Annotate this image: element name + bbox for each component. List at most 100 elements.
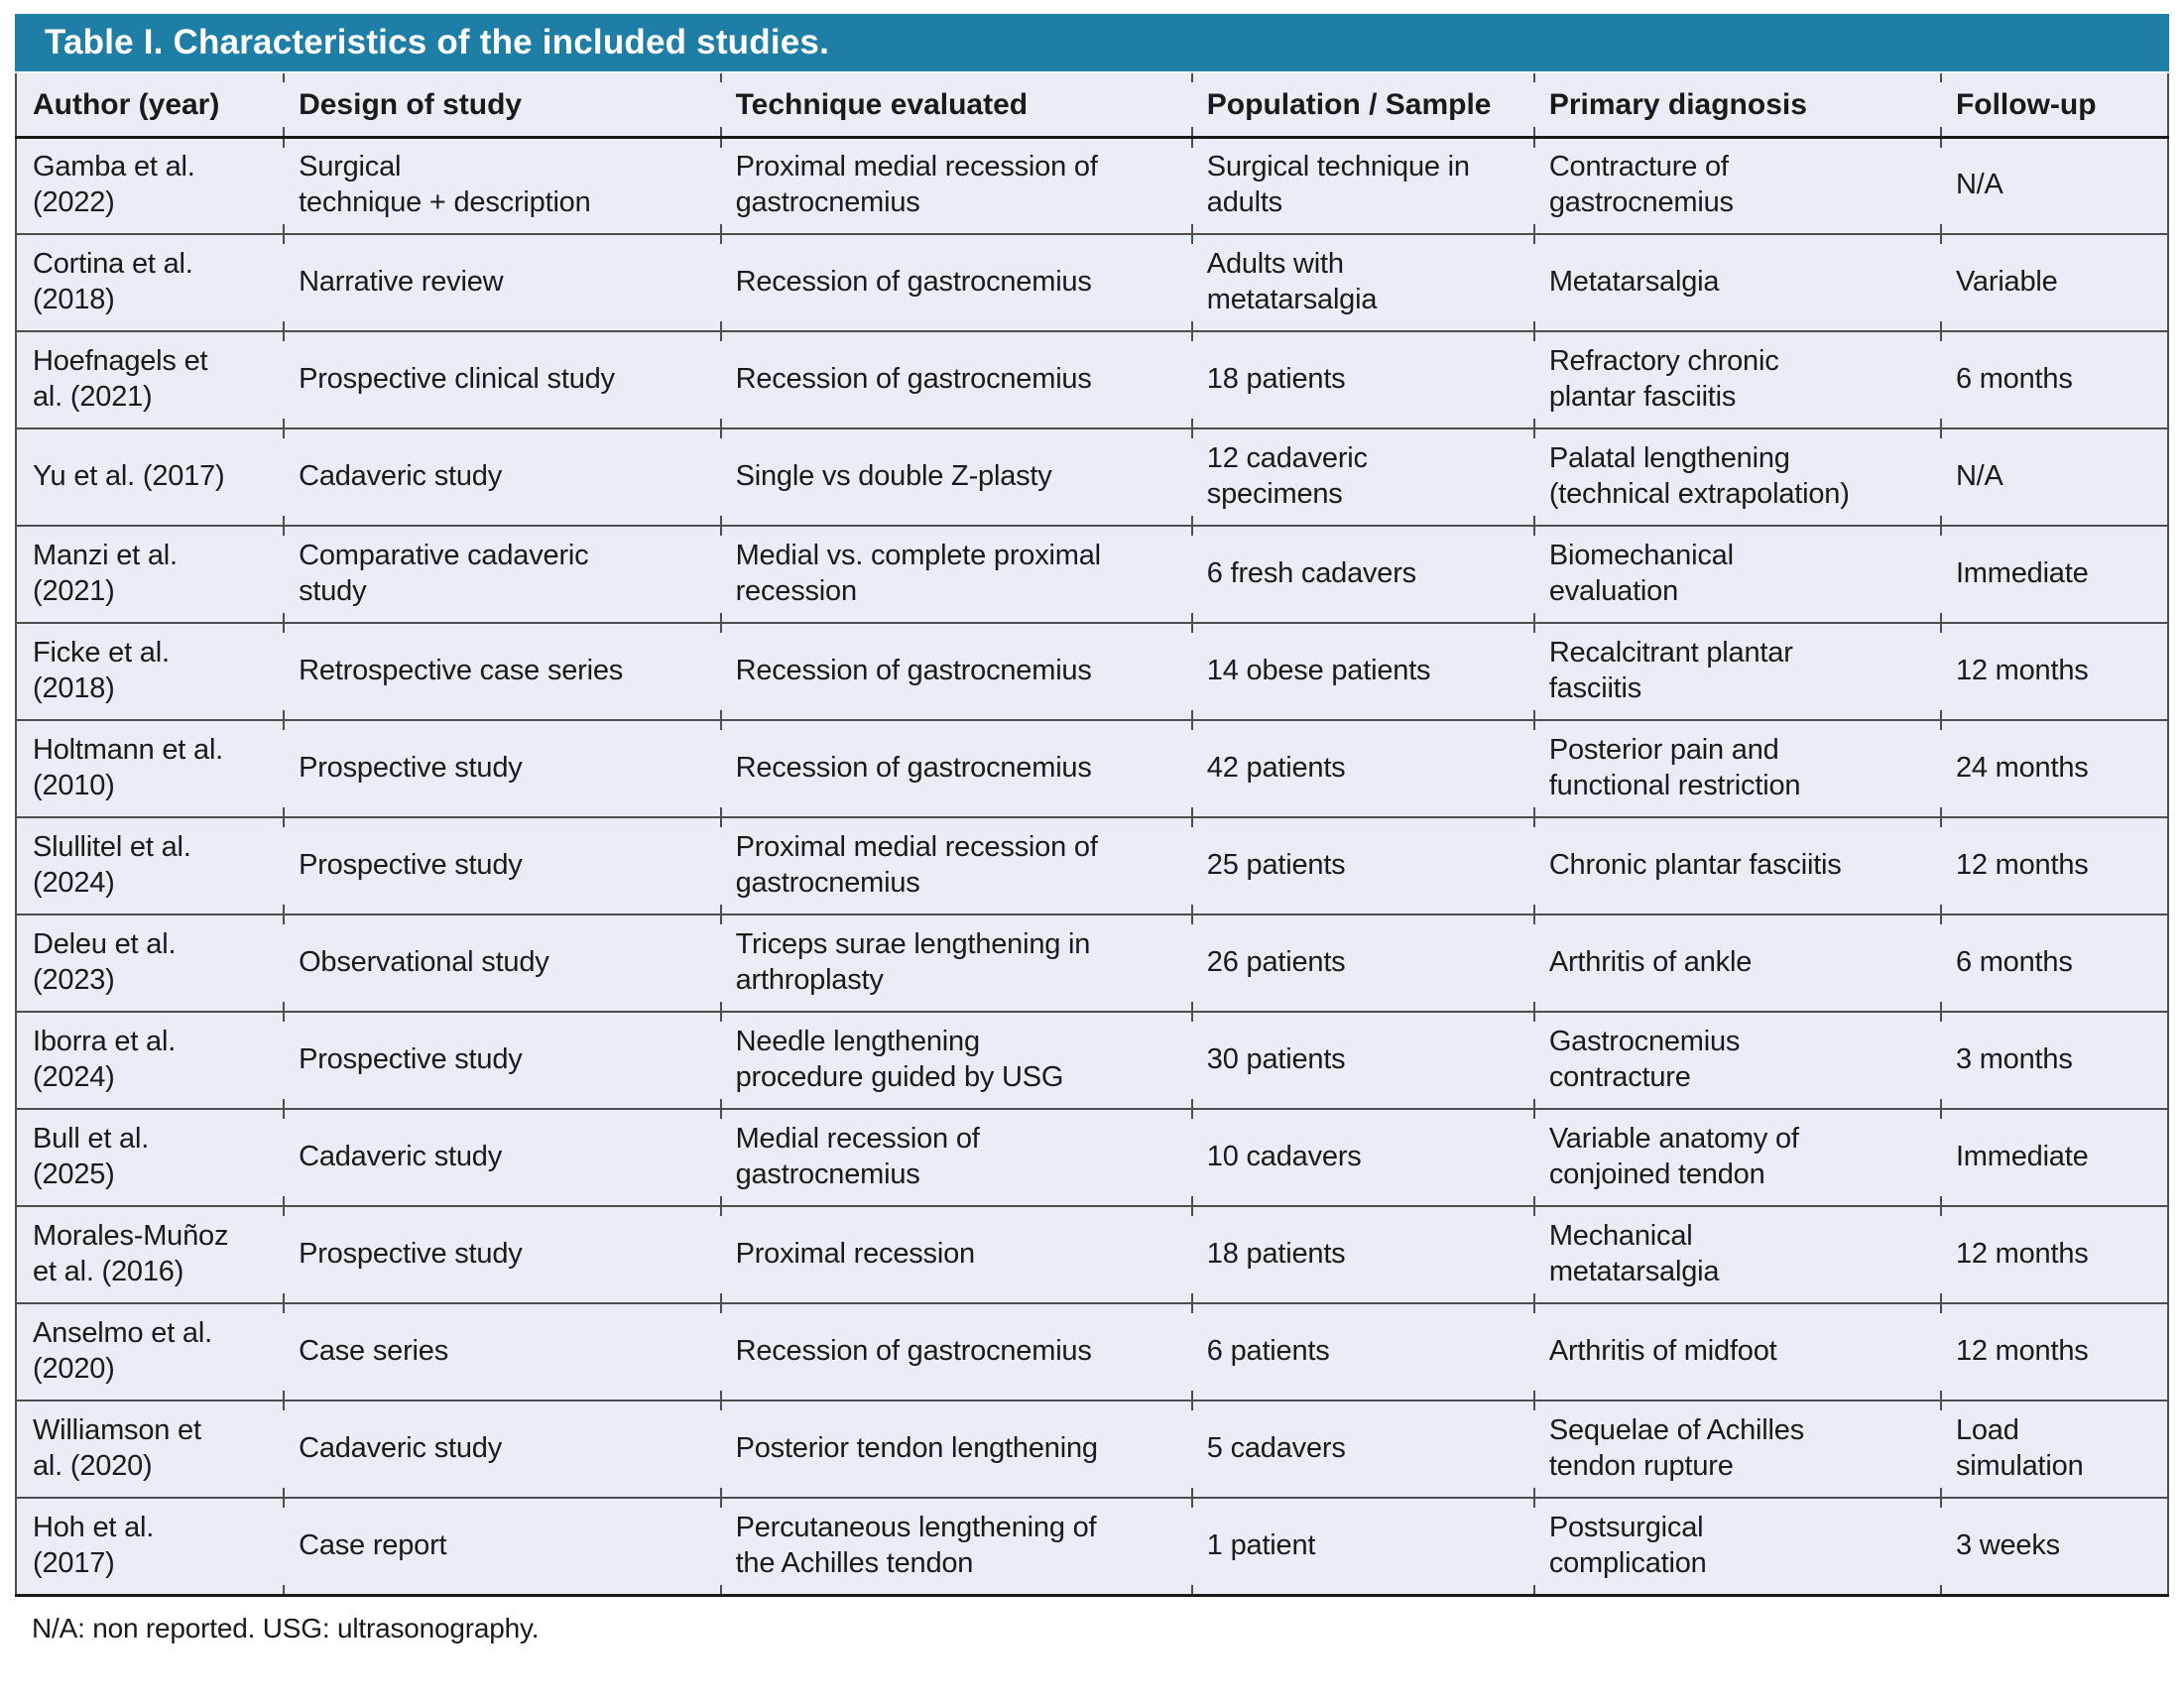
- table-cell: Immediate: [1939, 525, 2168, 623]
- table-cell: Observational study: [283, 914, 720, 1012]
- column-header-diagnosis: Primary diagnosis: [1532, 73, 1940, 139]
- table-row: Cortina et al. (2018) Narrative review Rec…: [16, 233, 2168, 331]
- table-cell: Mechanical metatarsalgia: [1532, 1205, 1940, 1303]
- table-cell: Manzi et al. (2021): [16, 525, 284, 623]
- column-header-author: Author (year): [16, 73, 284, 139]
- table-row: Williamson et al. (2020) Cadaveric study P…: [16, 1400, 2168, 1498]
- table-cell: Surgical technique + description: [283, 137, 720, 234]
- table-cell: 14 obese patients: [1190, 622, 1533, 720]
- table-cell: Chronic plantar fasciitis: [1532, 816, 1940, 914]
- table-cell: Adults with metatarsalgia: [1190, 233, 1533, 331]
- table-cell: Needle lengthening procedure guided by U…: [719, 1011, 1191, 1109]
- table-cell: Single vs double Z-plasty: [719, 427, 1191, 526]
- table-cell: Holtmann et al. (2010): [16, 719, 284, 817]
- table-cell: Bull et al. (2025): [16, 1108, 284, 1206]
- table-cell: 3 months: [1939, 1011, 2168, 1109]
- column-header-technique: Technique evaluated: [719, 73, 1191, 139]
- table-cell: Prospective study: [283, 1205, 720, 1303]
- table-row: Deleu et al. (2023) Observational study Tr…: [16, 914, 2168, 1012]
- table-row: Gamba et al. (2022) Surgical technique + …: [16, 137, 2168, 234]
- table-cell: Recession of gastrocnemius: [719, 719, 1191, 817]
- table-cell: Hoh et al. (2017): [16, 1497, 284, 1595]
- table-cell: Medial vs. complete proximal recession: [719, 525, 1191, 623]
- table-cell: Arthritis of midfoot: [1532, 1302, 1940, 1401]
- table-cell: 12 months: [1939, 816, 2168, 914]
- table-cell: 18 patients: [1190, 330, 1533, 428]
- table-title: Table I. Characteristics of the included…: [45, 23, 830, 61]
- table-row: Ficke et al. (2018) Retrospective case se…: [16, 622, 2168, 720]
- table-cell: Prospective study: [283, 1011, 720, 1109]
- table-cell: Postsurgical complication: [1532, 1497, 1940, 1595]
- table-cell: Posterior pain and functional restrictio…: [1532, 719, 1940, 817]
- table-cell: Recession of gastrocnemius: [719, 1302, 1191, 1401]
- table-cell: 6 months: [1939, 330, 2168, 428]
- table-cell: N/A: [1940, 137, 2168, 234]
- table-cell: Recession of gastrocnemius: [719, 233, 1191, 331]
- table-footnote: N/A: non reported. USG: ultrasonography.: [32, 1612, 540, 1644]
- table-cell: Deleu et al. (2023): [16, 914, 284, 1012]
- table-row: Iborra et al. (2024) Prospective study Nee…: [16, 1011, 2168, 1109]
- column-header-population: Population / Sample: [1190, 73, 1533, 139]
- table-cell: Retrospective case series: [283, 622, 720, 720]
- studies-table: Author (year) Design of study Technique …: [15, 73, 2169, 1597]
- table-cell: Refractory chronic plantar fasciitis: [1532, 330, 1940, 428]
- table-cell: 12 months: [1939, 1205, 2168, 1303]
- table-cell: 18 patients: [1190, 1205, 1533, 1303]
- table-cell: N/A: [1939, 427, 2168, 526]
- table-cell: Ficke et al. (2018): [16, 622, 284, 720]
- table-row: Slullitel et al. (2024) Prospective study…: [16, 816, 2168, 914]
- table-cell: Prospective study: [283, 816, 720, 914]
- column-header-followup: Follow-up: [1939, 73, 2168, 139]
- table-cell: Sequelae of Achilles tendon rupture: [1532, 1400, 1940, 1498]
- table-cell: Cadaveric study: [283, 1108, 720, 1206]
- table-cell: Iborra et al. (2024): [16, 1011, 284, 1109]
- table-row: Bull et al. (2025) Cadaveric study Medial …: [16, 1108, 2168, 1206]
- table-cell: 26 patients: [1190, 914, 1533, 1012]
- table-cell: Metatarsalgia: [1532, 233, 1940, 331]
- table-cell: Slullitel et al. (2024): [16, 816, 284, 914]
- table-cell: Recalcitrant plantar fasciitis: [1532, 622, 1940, 720]
- table-body: Gamba et al. (2022) Surgical technique + …: [16, 137, 2168, 1595]
- table-cell: 12 cadaveric specimens: [1190, 427, 1533, 526]
- table-cell: Narrative review: [283, 233, 720, 331]
- table-cell: 10 cadavers: [1190, 1108, 1533, 1206]
- header-row: Author (year) Design of study Technique …: [16, 73, 2168, 139]
- table-cell: Prospective clinical study: [283, 330, 720, 428]
- table-cell: Immediate: [1939, 1108, 2168, 1206]
- table-cell: Prospective study: [283, 719, 720, 817]
- table-cell: 5 cadavers: [1190, 1400, 1533, 1498]
- table-cell: Cortina et al. (2018): [16, 233, 284, 331]
- table-cell: Surgical technique in adults: [1191, 137, 1533, 234]
- table-title-bar: Table I. Characteristics of the included…: [15, 14, 2169, 71]
- table-cell: Recession of gastrocnemius: [719, 622, 1191, 720]
- table-cell: Variable anatomy of conjoined tendon: [1532, 1108, 1940, 1206]
- table-cell: 12 months: [1939, 1302, 2168, 1401]
- table-cell: Hoefnagels et al. (2021): [16, 330, 284, 428]
- table-cell: 6 months: [1939, 914, 2168, 1012]
- table-cell: Percutaneous lengthening of the Achilles…: [719, 1497, 1191, 1595]
- table-cell: Anselmo et al. (2020): [16, 1302, 284, 1401]
- table-cell: 6 patients: [1190, 1302, 1533, 1401]
- table-cell: Triceps surae lengthening in arthroplast…: [719, 914, 1191, 1012]
- table-cell: 25 patients: [1190, 816, 1533, 914]
- table-row: Anselmo et al. (2020) Case series Recessio…: [16, 1302, 2168, 1401]
- column-header-design: Design of study: [283, 73, 720, 139]
- table-cell: 30 patients: [1190, 1011, 1533, 1109]
- table-cell: Contracture of gastrocnemius: [1533, 137, 1940, 234]
- table-cell: 3 weeks: [1939, 1497, 2168, 1595]
- table-cell: Load simulation: [1939, 1400, 2168, 1498]
- table-container: Table I. Characteristics of the included…: [15, 14, 2169, 1645]
- table-cell: Cadaveric study: [283, 427, 720, 526]
- table-cell: Yu et al. (2017): [16, 427, 284, 526]
- table-cell: Palatal lengthening (technical extrapola…: [1532, 427, 1940, 526]
- table-cell: 24 months: [1939, 719, 2168, 817]
- table-row: Hoh et al. (2017) Case report Percutaneous…: [16, 1497, 2168, 1595]
- table-cell: Proximal medial recession of gastrocnemi…: [719, 816, 1191, 914]
- table-cell: Case series: [283, 1302, 720, 1401]
- table-cell: Gamba et al. (2022): [33, 151, 195, 219]
- table-cell: Variable: [1939, 233, 2168, 331]
- table-row: Hoefnagels et al. (2021) Prospective clin…: [16, 330, 2168, 428]
- table-cell: Medial recession of gastrocnemius: [719, 1108, 1191, 1206]
- table-cell: 42 patients: [1190, 719, 1533, 817]
- table-cell: Posterior tendon lengthening: [719, 1400, 1191, 1498]
